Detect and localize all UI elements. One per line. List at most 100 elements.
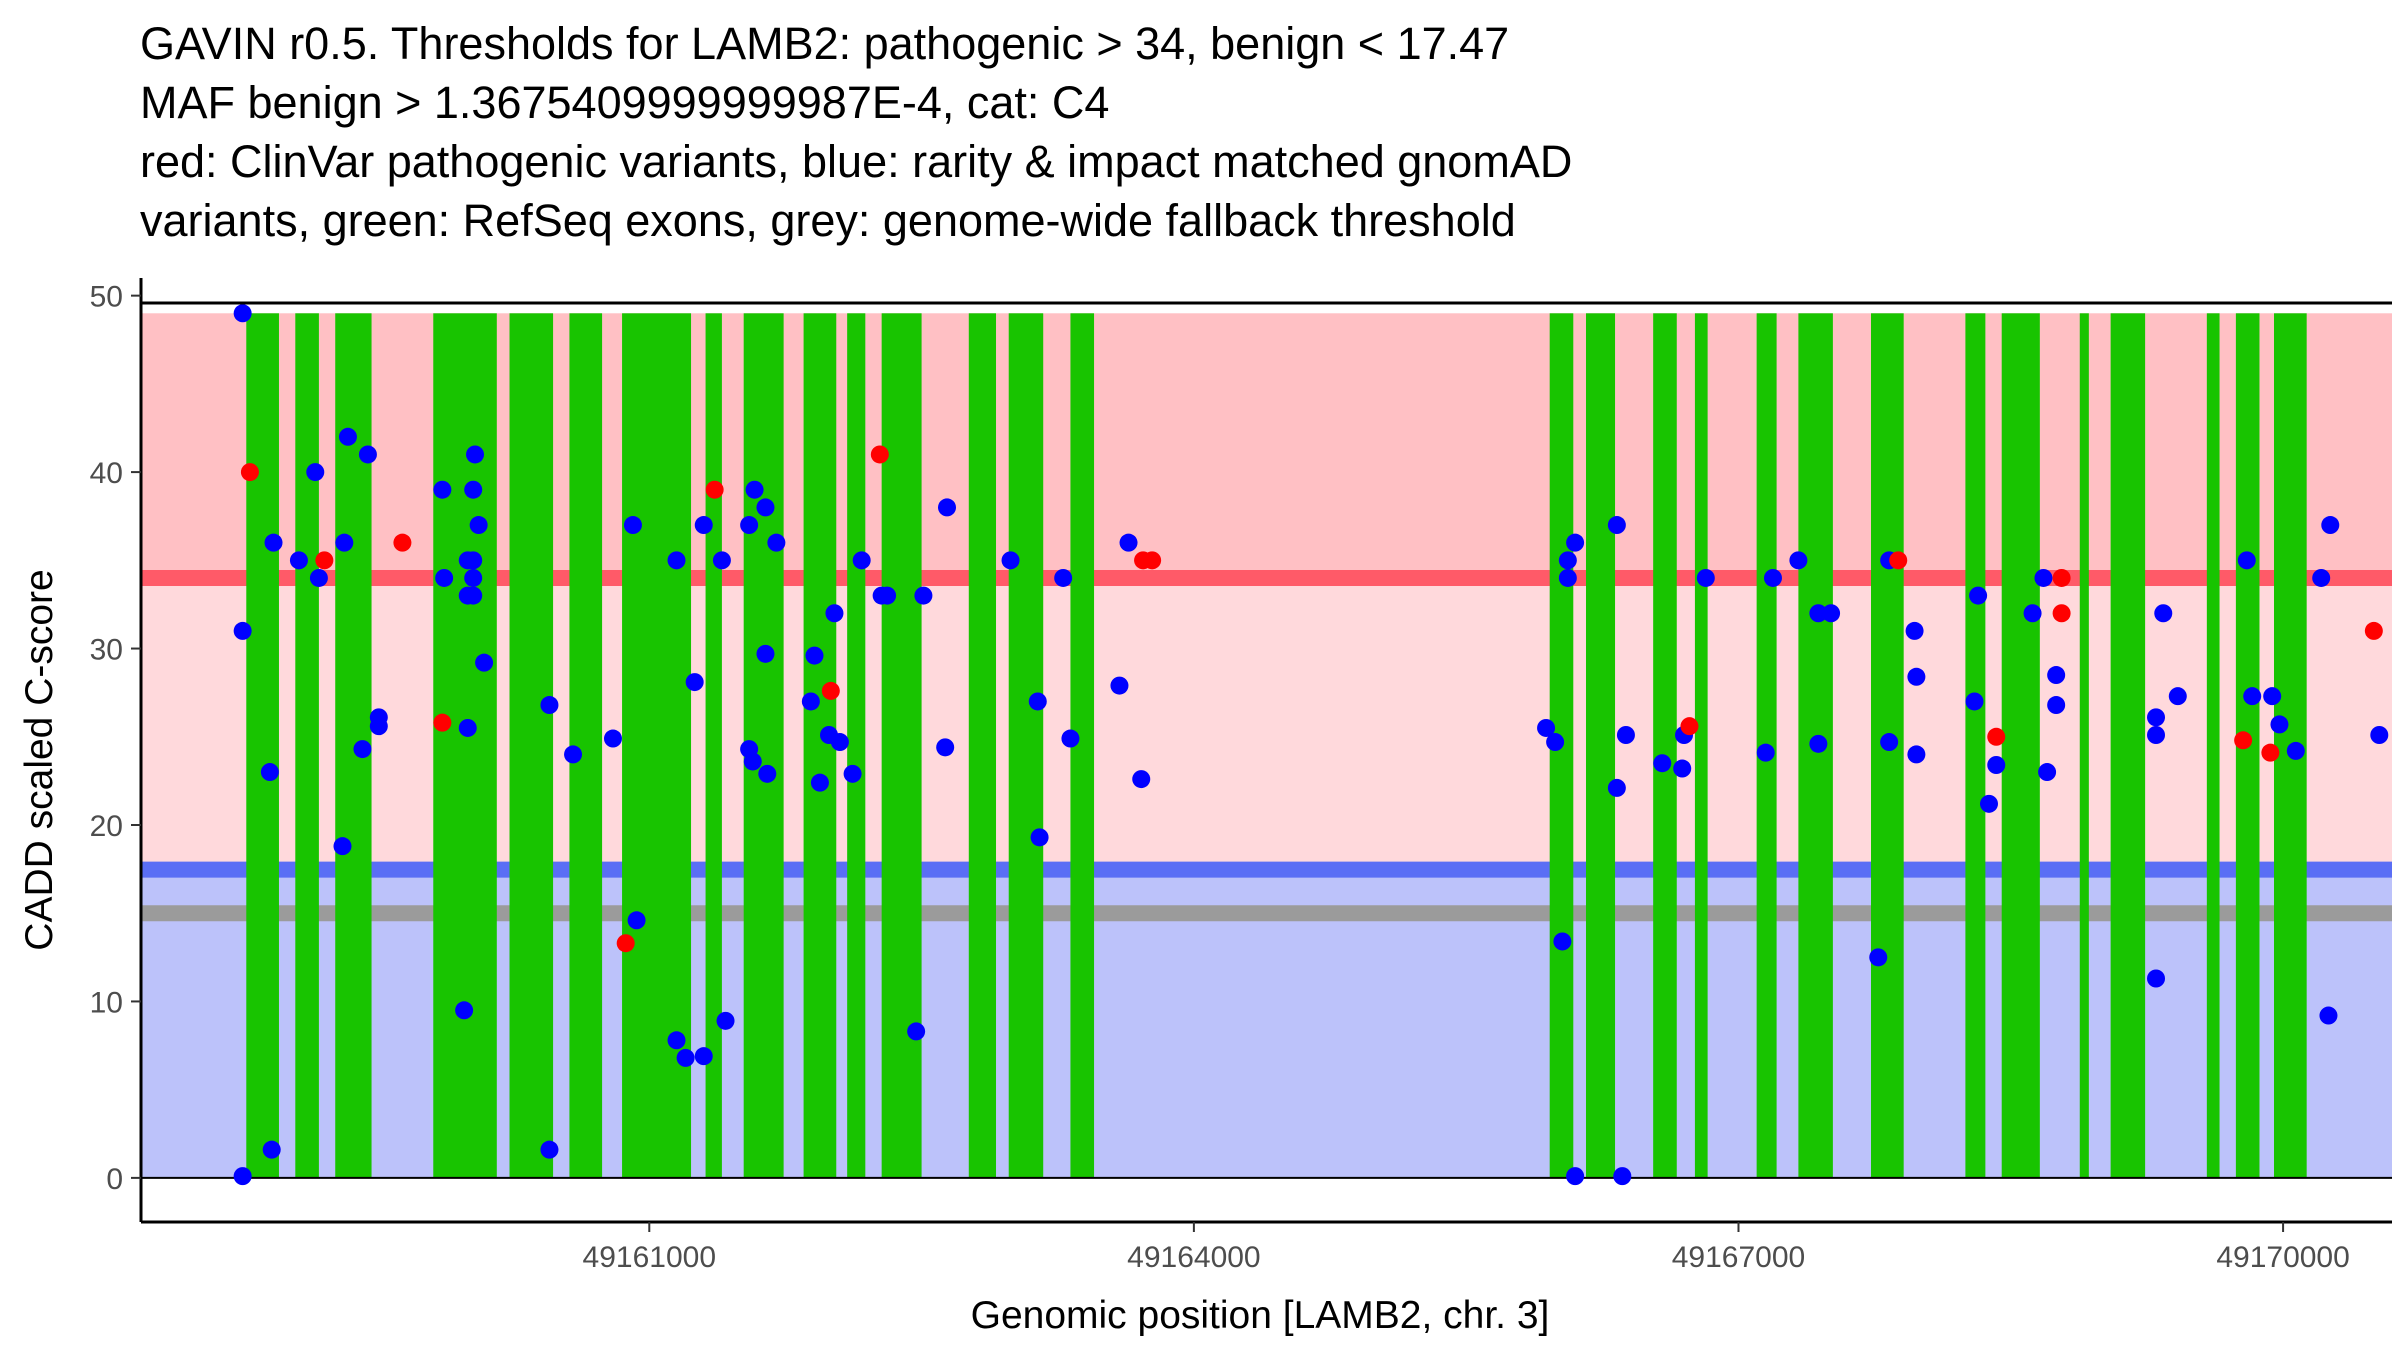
gnomad-point	[667, 551, 686, 570]
gnomad-point	[1566, 533, 1585, 552]
gnomad-point	[830, 733, 849, 752]
gnomad-point	[2047, 696, 2066, 715]
gnomad-point	[2147, 969, 2166, 988]
clinvar-point	[616, 934, 635, 953]
gnomad-point	[1616, 726, 1635, 745]
gnomad-point	[1001, 551, 1020, 570]
gnomad-point	[716, 1011, 735, 1030]
exon-bar	[1694, 313, 1708, 1178]
gnomad-point	[1607, 778, 1626, 797]
clinvar-point	[315, 551, 334, 570]
clinvar-points	[240, 445, 2383, 953]
gnomad-point	[1653, 754, 1672, 773]
exon-bar	[569, 313, 603, 1178]
x-tick-label: 49161000	[583, 1241, 716, 1274]
gnomad-point	[1566, 1167, 1585, 1186]
clinvar-point	[2052, 568, 2071, 587]
clinvar-point	[393, 533, 412, 552]
clinvar-point	[2261, 743, 2280, 762]
gnomad-point	[353, 740, 372, 759]
gnomad-point	[2154, 604, 2173, 623]
exon-bar	[2110, 313, 2146, 1178]
clinvar-point	[1680, 717, 1699, 736]
gnomad-point	[676, 1048, 695, 1067]
clinvar-point	[240, 463, 259, 482]
y-axis-ticks: 0 10 20 30 40 50	[90, 281, 141, 1196]
y-tick-label: 20	[90, 810, 123, 843]
gnomad-point	[335, 533, 354, 552]
gnomad-point	[306, 463, 325, 482]
clinvar-point	[821, 681, 840, 700]
gnomad-point	[603, 729, 622, 748]
gnomad-point	[2312, 568, 2331, 587]
gnomad-point	[743, 752, 762, 771]
gnomad-point	[2286, 741, 2305, 760]
exon-bar	[295, 313, 319, 1178]
gnomad-point	[825, 604, 844, 623]
gnomad-point	[369, 708, 388, 727]
gnomad-point	[1132, 770, 1151, 789]
gnomad-points	[233, 304, 2389, 1186]
title-line-2: MAF benign > 1.3675409999999987E-4, cat:…	[140, 77, 1110, 128]
y-tick-label: 50	[90, 281, 123, 314]
gnomad-point	[623, 516, 642, 535]
gnomad-point	[1607, 516, 1626, 535]
title-line-1: GAVIN r0.5. Thresholds for LAMB2: pathog…	[140, 18, 1510, 69]
gnomad-point	[2147, 708, 2166, 727]
x-tick-label: 49170000	[2216, 1241, 2349, 1274]
gnomad-point	[938, 498, 957, 517]
gnomad-point	[1558, 568, 1577, 587]
gnomad-point	[435, 568, 454, 587]
gnomad-point	[2047, 666, 2066, 685]
y-tick-label: 0	[106, 1163, 123, 1196]
gnomad-point	[1979, 794, 1998, 813]
gnomad-point	[475, 653, 494, 672]
gnomad-point	[1696, 568, 1715, 587]
x-tick-label: 49164000	[1127, 1241, 1260, 1274]
exon-bars	[246, 313, 2307, 1178]
gnomad-point	[2034, 568, 2053, 587]
gnomad-point	[1880, 733, 1899, 752]
gnomad-point	[1110, 676, 1129, 695]
gnomad-point	[262, 1140, 281, 1159]
gnomad-point	[1987, 755, 2006, 774]
title-line-3: red: ClinVar pathogenic variants, blue: …	[140, 136, 1573, 187]
clinvar-point	[2234, 731, 2253, 750]
gnomad-point	[1905, 621, 1924, 640]
gnomad-point	[2321, 516, 2340, 535]
gnomad-point	[464, 568, 483, 587]
gnomad-point	[2270, 715, 2289, 734]
gnomad-point	[627, 911, 646, 930]
gnomad-point	[233, 304, 252, 323]
gnomad-point	[712, 551, 731, 570]
exon-bar	[2206, 313, 2220, 1178]
exon-bar	[433, 313, 497, 1178]
gnomad-point	[233, 621, 252, 640]
x-axis-label: Genomic position [LAMB2, chr. 3]	[971, 1294, 1550, 1337]
gnomad-point	[2370, 726, 2389, 745]
gnomad-point	[1558, 551, 1577, 570]
exon-bar	[1070, 313, 1095, 1178]
gnomad-point	[914, 586, 933, 605]
clinvar-point	[1143, 551, 1162, 570]
gnomad-point	[1028, 692, 1047, 711]
exon-bar	[705, 313, 722, 1178]
gnomad-point	[1119, 533, 1138, 552]
gnomad-point	[2237, 551, 2256, 570]
gnomad-point	[1537, 718, 1556, 737]
exon-bar	[1965, 313, 1986, 1178]
exon-bar	[246, 313, 279, 1178]
y-tick-label: 10	[90, 986, 123, 1019]
gnomad-point	[309, 568, 328, 587]
title-line-4: variants, green: RefSeq exons, grey: gen…	[140, 195, 1516, 246]
gnomad-point	[1907, 745, 1926, 764]
y-tick-label: 40	[90, 457, 123, 490]
gnomad-point	[694, 1047, 713, 1066]
gnomad-point	[458, 718, 477, 737]
clinvar-point	[2052, 604, 2071, 623]
clinvar-point	[1889, 551, 1908, 570]
gnomad-point	[2023, 604, 2042, 623]
gnomad-point	[433, 480, 452, 499]
gnomad-point	[801, 692, 820, 711]
